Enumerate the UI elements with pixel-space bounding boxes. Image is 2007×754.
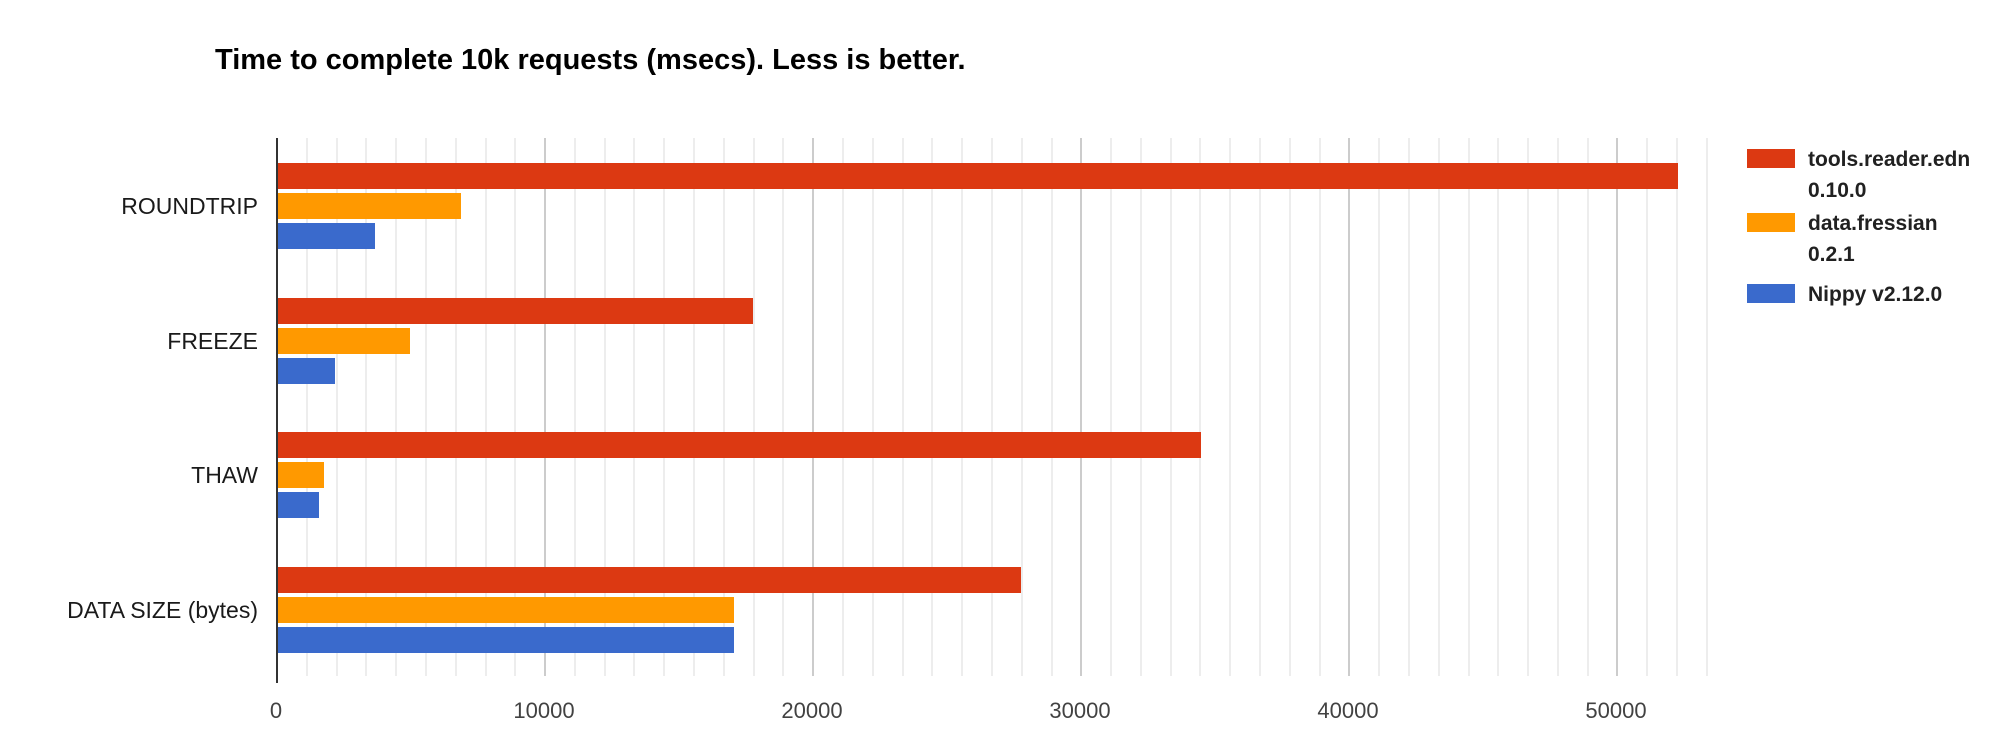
legend-entry: Nippy v2.12.0 — [1747, 279, 1942, 310]
bar-data.fressian-roundtrip[interactable] — [276, 193, 461, 219]
minor-gridline — [1437, 138, 1440, 676]
major-gridline — [544, 138, 547, 676]
minor-gridline — [961, 138, 964, 676]
minor-gridline — [990, 138, 993, 676]
y-axis-line — [276, 138, 278, 683]
minor-gridline — [1407, 138, 1410, 676]
minor-gridline — [1229, 138, 1232, 676]
x-tick-label: 50000 — [1585, 698, 1647, 723]
minor-gridline — [901, 138, 904, 676]
minor-gridline — [1169, 138, 1172, 676]
minor-gridline — [1646, 138, 1649, 676]
major-gridline — [1348, 138, 1351, 676]
category-label: DATA SIZE (bytes) — [67, 597, 258, 623]
minor-gridline — [1676, 138, 1679, 676]
category-label: ROUNDTRIP — [121, 193, 258, 219]
minor-gridline — [424, 138, 427, 676]
minor-gridline — [1497, 138, 1500, 676]
minor-gridline — [663, 138, 666, 676]
minor-gridline — [1259, 138, 1262, 676]
minor-gridline — [395, 138, 398, 676]
minor-gridline — [603, 138, 606, 676]
minor-gridline — [335, 138, 338, 676]
x-tick-label: 10000 — [513, 698, 575, 723]
minor-gridline — [1586, 138, 1589, 676]
minor-gridline — [782, 138, 785, 676]
legend-entry: data.fressian 0.2.1 — [1747, 208, 1938, 270]
minor-gridline — [1556, 138, 1559, 676]
bar-Nippy-freeze[interactable] — [276, 357, 335, 384]
category-label: THAW — [191, 462, 258, 488]
bar-tools.reader.edn-thaw[interactable] — [276, 432, 1201, 458]
minor-gridline — [365, 138, 368, 676]
minor-gridline — [841, 138, 844, 676]
minor-gridline — [454, 138, 457, 676]
minor-gridline — [1110, 138, 1113, 676]
legend-swatch-icon — [1747, 149, 1795, 168]
minor-gridline — [514, 138, 517, 676]
x-tick-label: 20000 — [781, 698, 843, 723]
minor-gridline — [573, 138, 576, 676]
minor-gridline — [633, 138, 636, 676]
x-tick-label: 30000 — [1049, 698, 1111, 723]
chart-title: Time to complete 10k requests (msecs). L… — [215, 44, 966, 76]
legend-label: tools.reader.edn 0.10.0 — [1808, 148, 1971, 202]
bar-data.fressian-freeze[interactable] — [276, 327, 410, 354]
x-tick-label: 0 — [269, 698, 283, 723]
minor-gridline — [1139, 138, 1142, 676]
minor-gridline — [1020, 138, 1023, 676]
minor-gridline — [305, 138, 308, 676]
legend-swatch-icon — [1747, 284, 1795, 303]
legend-swatch-icon — [1747, 213, 1795, 232]
major-gridline — [1616, 138, 1619, 676]
minor-gridline — [752, 138, 755, 676]
bar-tools.reader.edn-freeze[interactable] — [276, 297, 753, 324]
plot-area — [276, 138, 1713, 676]
minor-gridline — [1199, 138, 1202, 676]
bar-tools.reader.edn-roundtrip[interactable] — [276, 163, 1678, 189]
minor-gridline — [1527, 138, 1530, 676]
legend-label: data.fressian 0.2.1 — [1808, 212, 1938, 266]
minor-gridline — [1467, 138, 1470, 676]
minor-gridline — [1288, 138, 1291, 676]
minor-gridline — [484, 138, 487, 676]
minor-gridline — [1050, 138, 1053, 676]
minor-gridline — [693, 138, 696, 676]
bar-tools.reader.edn-data-size-bytes-[interactable] — [276, 566, 1021, 593]
bar-data.fressian-data-size-bytes-[interactable] — [276, 596, 734, 623]
legend-label: Nippy v2.12.0 — [1808, 283, 1943, 306]
minor-gridline — [1705, 138, 1708, 676]
bar-Nippy-roundtrip[interactable] — [276, 223, 375, 249]
bar-data.fressian-thaw[interactable] — [276, 462, 324, 488]
major-gridline — [812, 138, 815, 676]
minor-gridline — [1318, 138, 1321, 676]
bar-Nippy-data-size-bytes-[interactable] — [276, 626, 734, 653]
minor-gridline — [722, 138, 725, 676]
major-gridline — [1080, 138, 1083, 676]
bar-Nippy-thaw[interactable] — [276, 492, 319, 518]
legend-entry: tools.reader.edn 0.10.0 — [1747, 144, 1970, 206]
category-label: FREEZE — [167, 328, 258, 354]
minor-gridline — [1378, 138, 1381, 676]
minor-gridline — [931, 138, 934, 676]
minor-gridline — [871, 138, 874, 676]
x-tick-label: 40000 — [1317, 698, 1379, 723]
